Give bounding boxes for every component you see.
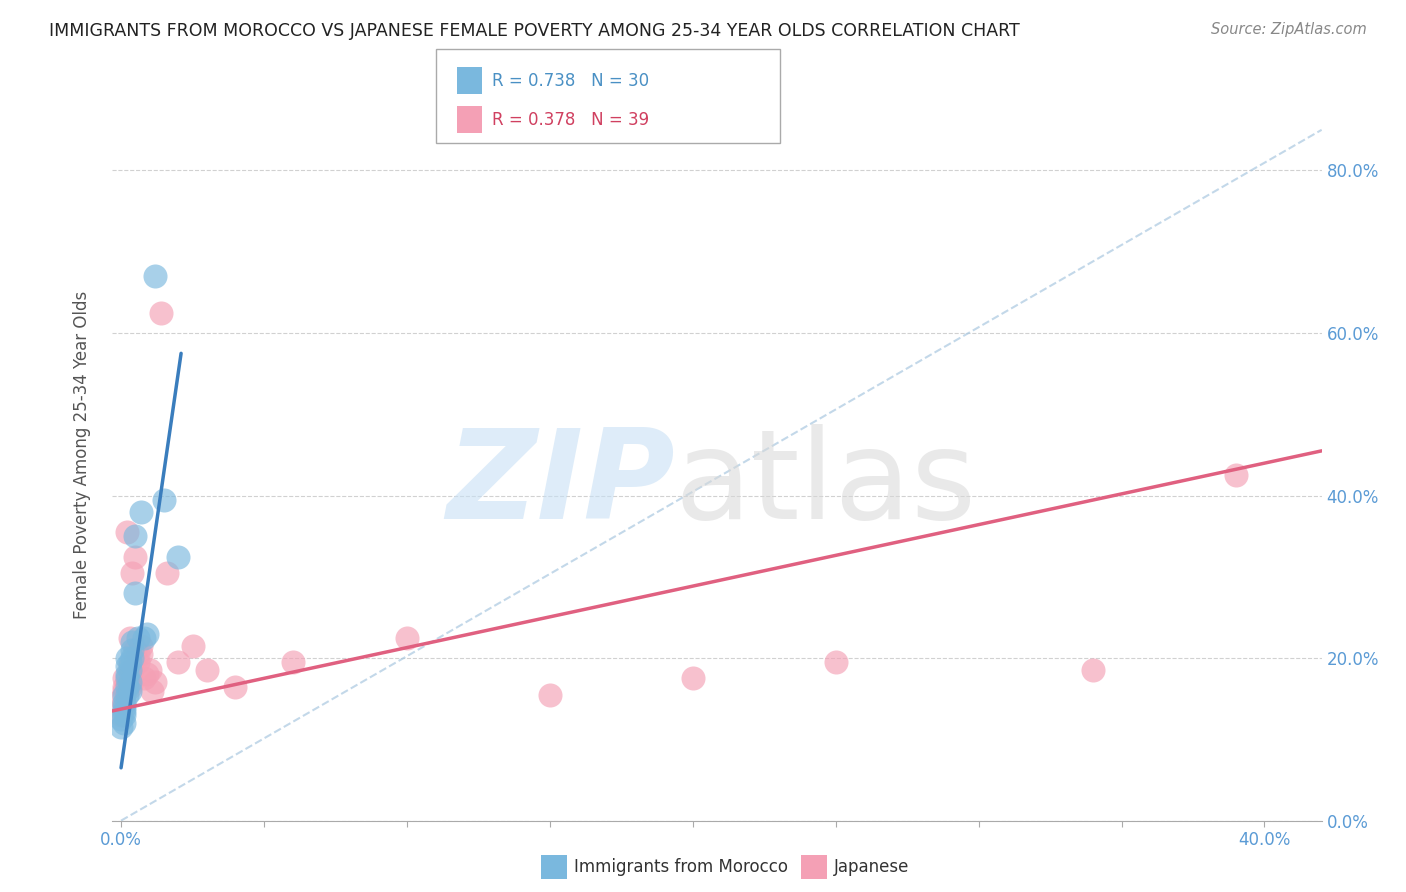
Point	[112, 704, 135, 718]
Point	[112, 688, 135, 702]
Point	[112, 672, 135, 686]
Point	[112, 708, 135, 723]
Point	[115, 688, 138, 702]
Point	[115, 675, 138, 690]
Point	[224, 680, 246, 694]
Point	[118, 675, 141, 690]
Point	[138, 663, 160, 677]
Point	[143, 269, 166, 284]
Point	[110, 691, 132, 706]
Point	[150, 306, 173, 320]
Point	[124, 643, 146, 657]
Point	[181, 639, 204, 653]
Point	[118, 659, 141, 673]
Point	[824, 655, 846, 669]
Point	[121, 663, 143, 677]
Text: R = 0.738   N = 30: R = 0.738 N = 30	[492, 71, 650, 89]
Point	[127, 647, 149, 661]
Point	[118, 680, 141, 694]
Point	[141, 683, 163, 698]
Point	[110, 720, 132, 734]
Point	[121, 643, 143, 657]
Point	[115, 672, 138, 686]
Text: R = 0.378   N = 39: R = 0.378 N = 39	[492, 111, 650, 128]
Point	[538, 688, 561, 702]
Point	[132, 672, 155, 686]
Point	[395, 631, 418, 645]
Point	[112, 680, 135, 694]
Point	[112, 696, 135, 710]
Point	[115, 659, 138, 673]
Point	[124, 586, 146, 600]
Point	[129, 505, 152, 519]
Text: Source: ZipAtlas.com: Source: ZipAtlas.com	[1211, 22, 1367, 37]
Text: ZIP: ZIP	[446, 424, 675, 545]
Point	[167, 549, 190, 564]
Point	[132, 631, 155, 645]
Point	[118, 663, 141, 677]
Point	[195, 663, 218, 677]
Y-axis label: Female Poverty Among 25-34 Year Olds: Female Poverty Among 25-34 Year Olds	[73, 291, 91, 619]
Point	[115, 525, 138, 540]
Point	[153, 492, 176, 507]
Text: atlas: atlas	[675, 424, 977, 545]
Point	[129, 647, 152, 661]
Point	[124, 529, 146, 543]
Point	[156, 566, 179, 580]
Point	[121, 635, 143, 649]
Point	[1225, 468, 1247, 483]
Point	[115, 667, 138, 681]
Point	[281, 655, 304, 669]
Point	[112, 699, 135, 714]
Point	[121, 566, 143, 580]
Point	[127, 655, 149, 669]
Point	[110, 712, 132, 726]
Text: Japanese: Japanese	[834, 858, 910, 876]
Point	[115, 651, 138, 665]
Point	[129, 639, 152, 653]
Point	[135, 626, 157, 640]
Point	[1081, 663, 1104, 677]
Point	[112, 716, 135, 731]
Point	[115, 672, 138, 686]
Point	[127, 631, 149, 645]
Point	[135, 667, 157, 681]
Point	[118, 683, 141, 698]
Point	[682, 672, 704, 686]
Point	[110, 708, 132, 723]
Point	[112, 696, 135, 710]
Point	[118, 631, 141, 645]
Point	[121, 675, 143, 690]
Point	[115, 680, 138, 694]
Point	[121, 651, 143, 665]
Point	[124, 549, 146, 564]
Text: Immigrants from Morocco: Immigrants from Morocco	[574, 858, 787, 876]
Point	[112, 683, 135, 698]
Text: IMMIGRANTS FROM MOROCCO VS JAPANESE FEMALE POVERTY AMONG 25-34 YEAR OLDS CORRELA: IMMIGRANTS FROM MOROCCO VS JAPANESE FEMA…	[49, 22, 1019, 40]
Point	[143, 675, 166, 690]
Point	[118, 655, 141, 669]
Point	[167, 655, 190, 669]
